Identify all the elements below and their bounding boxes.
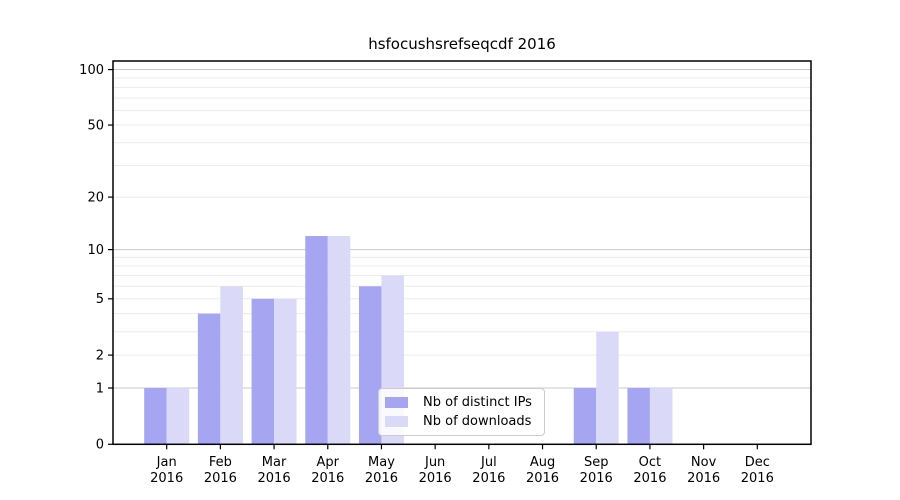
x-tick-label-year-oct: 2016 <box>633 471 666 486</box>
y-tick-label-1: 1 <box>96 381 104 396</box>
bar-downloads-mar <box>274 298 297 445</box>
bar-distinct-ips-apr <box>305 236 328 445</box>
y-tick-label-50: 50 <box>87 118 104 133</box>
x-tick-label-year-jan: 2016 <box>150 471 183 486</box>
x-tick-label-year-sep: 2016 <box>580 471 613 486</box>
x-tick-label-year-nov: 2016 <box>687 471 720 486</box>
bar-downloads-sep <box>596 331 619 445</box>
legend-label-downloads: Nb of downloads <box>423 414 532 429</box>
legend-item-distinct-ips: Nb of distinct IPs <box>385 396 536 409</box>
bar-downloads-jan <box>166 388 190 445</box>
bar-distinct-ips-may <box>358 286 382 445</box>
bar-downloads-apr <box>327 236 351 445</box>
x-tick-label-month-apr: Apr <box>317 455 340 470</box>
bar-distinct-ips-sep <box>573 388 597 445</box>
chart-title: hsfocushsrefseqcdf 2016 <box>368 35 556 53</box>
y-tick-label-2: 2 <box>96 348 104 363</box>
x-tick-label-year-feb: 2016 <box>204 471 237 486</box>
x-tick-label-month-oct: Oct <box>639 455 661 470</box>
legend-swatch-distinct-ips <box>385 397 408 408</box>
x-tick-label-month-mar: Mar <box>262 455 287 470</box>
x-tick-label-month-jun: Jun <box>424 455 445 470</box>
bar-distinct-ips-feb <box>197 313 221 445</box>
y-tick-label-5: 5 <box>96 292 104 307</box>
bar-distinct-ips-oct <box>627 388 650 445</box>
axes-frame <box>112 60 812 446</box>
bar-distinct-ips-jan <box>144 388 167 445</box>
x-tick-label-year-apr: 2016 <box>311 471 344 486</box>
x-tick-label-month-feb: Feb <box>209 455 232 470</box>
x-tick-label-month-dec: Dec <box>745 455 770 470</box>
x-tick-label-year-dec: 2016 <box>741 471 774 486</box>
x-tick-label-year-aug: 2016 <box>526 471 559 486</box>
legend-label-distinct-ips: Nb of distinct IPs <box>423 395 532 410</box>
x-tick-label-month-jan: Jan <box>156 455 177 470</box>
bar-downloads-oct <box>649 388 673 445</box>
x-tick-label-year-may: 2016 <box>365 471 398 486</box>
x-tick-label-month-may: May <box>368 455 395 470</box>
x-tick-label-year-jun: 2016 <box>419 471 452 486</box>
x-tick-label-month-aug: Aug <box>530 455 555 470</box>
legend-item-downloads: Nb of downloads <box>385 415 536 428</box>
y-tick-label-0: 0 <box>96 438 104 453</box>
x-tick-label-month-sep: Sep <box>584 455 609 470</box>
x-tick-label-month-nov: Nov <box>691 455 717 470</box>
x-tick-label-year-jul: 2016 <box>472 471 505 486</box>
x-tick-label-year-mar: 2016 <box>258 471 291 486</box>
y-tick-label-100: 100 <box>79 63 104 78</box>
x-tick-label-month-jul: Jul <box>480 455 497 470</box>
y-tick-label-10: 10 <box>87 243 104 258</box>
legend: Nb of distinct IPs Nb of downloads <box>378 388 545 436</box>
bar-distinct-ips-mar <box>251 298 275 445</box>
bar-downloads-feb <box>220 286 243 445</box>
legend-swatch-downloads <box>385 416 408 427</box>
y-tick-label-20: 20 <box>87 190 104 205</box>
